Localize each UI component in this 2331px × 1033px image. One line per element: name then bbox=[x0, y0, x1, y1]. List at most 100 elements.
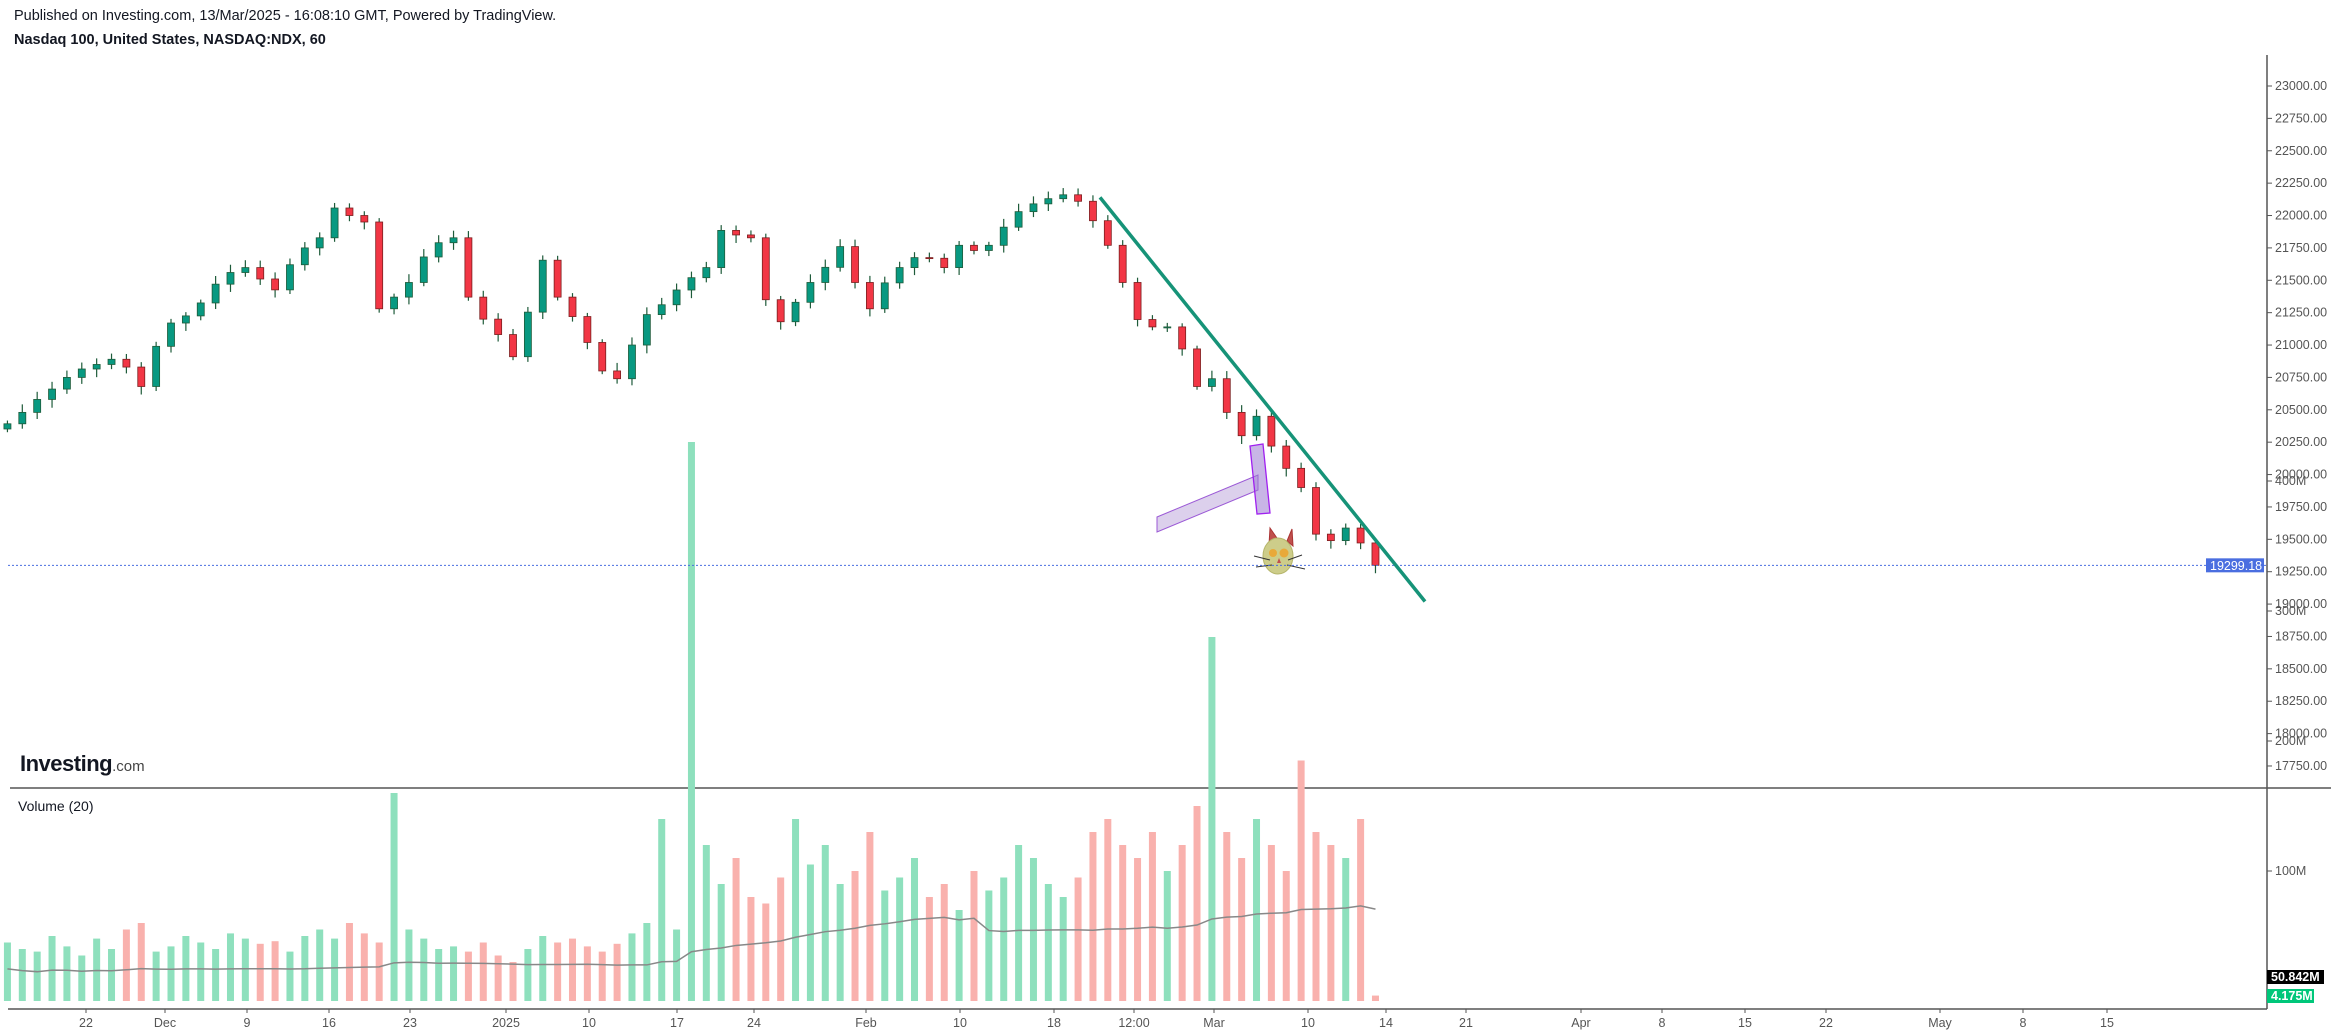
candle bbox=[509, 328, 517, 361]
candle-up bbox=[1252, 415, 1261, 437]
volume-bar bbox=[509, 962, 517, 1001]
volume-bar bbox=[1297, 760, 1305, 1001]
candle-down bbox=[345, 207, 354, 216]
candle bbox=[1237, 405, 1246, 444]
candle-up bbox=[226, 272, 235, 285]
purple-band-annotation[interactable] bbox=[1156, 474, 1259, 533]
volume-bar bbox=[777, 877, 785, 1001]
candle-down bbox=[1103, 220, 1112, 246]
candle bbox=[553, 255, 562, 301]
time-tick-label: 22 bbox=[1819, 1016, 1833, 1030]
price-tick-label: 19750.00 bbox=[2275, 500, 2327, 514]
last-price-badge bbox=[2206, 558, 2264, 573]
candle-up bbox=[1014, 211, 1023, 228]
volume-bar bbox=[479, 942, 487, 1001]
volume-bar bbox=[48, 936, 56, 1001]
candle-down bbox=[1193, 348, 1201, 387]
volume-bar bbox=[1371, 995, 1379, 1001]
price-tick-label: 23000.00 bbox=[2275, 79, 2327, 93]
candle bbox=[1044, 191, 1053, 211]
volume-bar bbox=[226, 933, 234, 1001]
time-axis[interactable]: 22 Dec 9 16 23 2025 10 17 24 Feb 10 18 12:00 Mar 10 14 2… bbox=[79, 1009, 2114, 1030]
candle-down bbox=[925, 257, 934, 260]
price-tick-label: 21500.00 bbox=[2275, 273, 2327, 287]
candle-up bbox=[806, 282, 815, 303]
volume-bar bbox=[1000, 877, 1008, 1001]
candle bbox=[1118, 240, 1127, 288]
volume-axis[interactable]: 400M 300M 200M 100M bbox=[2267, 474, 2306, 878]
price-tick-label: 22250.00 bbox=[2275, 176, 2327, 190]
candle-up bbox=[449, 237, 458, 244]
volume-bar bbox=[643, 923, 651, 1001]
candle bbox=[479, 290, 488, 325]
volume-bars bbox=[3, 442, 1379, 1001]
candle bbox=[375, 218, 384, 313]
candle-down bbox=[970, 244, 978, 251]
candle-down bbox=[568, 296, 577, 317]
candle-up bbox=[1341, 527, 1350, 542]
volume-bar bbox=[271, 941, 279, 1001]
candle-down bbox=[256, 267, 265, 280]
candle-up bbox=[628, 344, 636, 380]
volume-bar bbox=[702, 845, 710, 1001]
volume-bar bbox=[583, 946, 591, 1001]
candle-down bbox=[137, 366, 146, 387]
candle-up bbox=[657, 304, 666, 316]
drawings[interactable] bbox=[1156, 443, 1306, 575]
candle-up bbox=[405, 282, 413, 298]
price-tick-label: 20000.00 bbox=[2275, 468, 2327, 482]
candle bbox=[167, 318, 175, 353]
candle bbox=[1371, 539, 1380, 574]
volume-bar bbox=[1163, 871, 1171, 1001]
candle-up bbox=[330, 207, 339, 239]
candle bbox=[122, 353, 131, 374]
skull-cat-icon bbox=[1253, 526, 1306, 575]
candle bbox=[18, 404, 27, 429]
candle bbox=[1312, 482, 1320, 541]
volume-bar bbox=[390, 793, 398, 1001]
candle-up bbox=[672, 289, 681, 306]
time-tick-label: 2025 bbox=[492, 1016, 520, 1030]
volume-bar bbox=[524, 949, 532, 1001]
candle bbox=[806, 274, 815, 309]
price-axis[interactable]: 23000.00 22750.00 22500.00 22250.00 22000.00… bbox=[2267, 79, 2327, 773]
volume-bar bbox=[494, 955, 502, 1001]
candle-down bbox=[1371, 542, 1380, 566]
volume-bar bbox=[1253, 819, 1261, 1001]
volume-bar bbox=[256, 943, 264, 1001]
volume-bar bbox=[93, 938, 101, 1001]
candle bbox=[1326, 529, 1335, 549]
candle-up bbox=[3, 423, 12, 430]
time-tick-label: 8 bbox=[1659, 1016, 1666, 1030]
volume-bar bbox=[18, 949, 26, 1001]
candle bbox=[657, 297, 666, 320]
volume-bar bbox=[658, 819, 666, 1001]
candle-down bbox=[1267, 415, 1276, 447]
candle-down bbox=[1133, 282, 1142, 320]
price-tick-label: 18000.00 bbox=[2275, 727, 2327, 741]
volume-bar bbox=[33, 951, 41, 1001]
candle-down bbox=[1312, 487, 1320, 535]
candle bbox=[880, 276, 889, 313]
candle bbox=[1193, 345, 1201, 390]
chart-frame bbox=[8, 55, 2331, 1010]
purple-rectangle-annotation[interactable] bbox=[1249, 443, 1271, 515]
volume-bar bbox=[687, 442, 695, 1001]
volume-ma-badge bbox=[2267, 970, 2324, 984]
volume-bar bbox=[331, 938, 339, 1001]
candle bbox=[1267, 409, 1276, 453]
candle-down bbox=[1074, 194, 1082, 202]
candle bbox=[464, 231, 473, 301]
volume-bar bbox=[1029, 858, 1037, 1001]
candle bbox=[851, 239, 859, 289]
trendline bbox=[1098, 196, 1427, 603]
candle bbox=[970, 241, 978, 255]
candle-up bbox=[880, 282, 889, 310]
candle-up bbox=[642, 314, 651, 346]
volume-bar bbox=[197, 942, 205, 1001]
volume-bar bbox=[985, 890, 993, 1001]
candle-up bbox=[895, 267, 904, 284]
volume-pane-label: Volume (20) bbox=[18, 798, 94, 814]
candle bbox=[181, 312, 190, 331]
